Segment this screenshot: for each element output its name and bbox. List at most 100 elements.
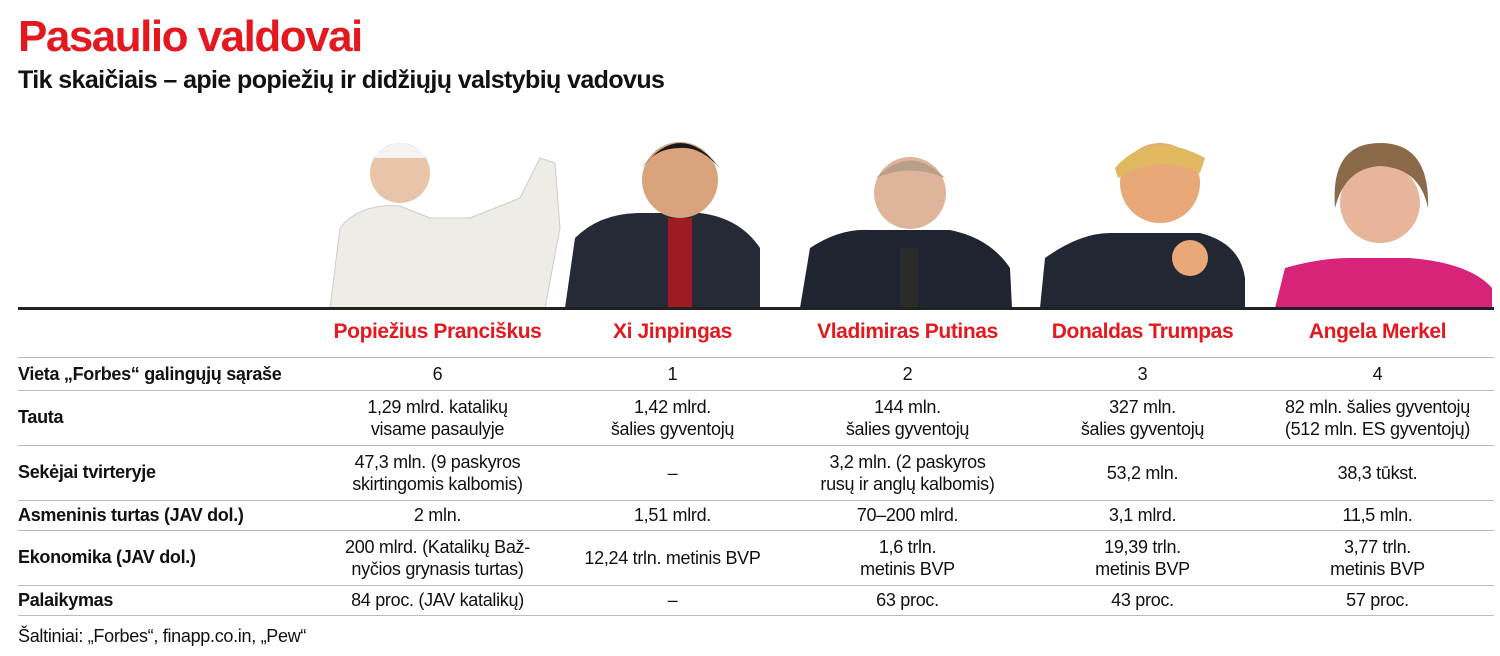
row-rule bbox=[18, 615, 1494, 616]
table-cell: 4 bbox=[1260, 358, 1495, 390]
table-cell: 200 mlrd. (Katalikų Baž-nyčios grynasis … bbox=[320, 530, 555, 585]
row-label: Tauta bbox=[18, 407, 64, 427]
table-cell: 1 bbox=[555, 358, 790, 390]
cell-line: visame pasaulyje bbox=[370, 418, 505, 439]
cell-line: 3,2 mln. (2 paskyros bbox=[829, 451, 986, 472]
column-header: Angela Merkel bbox=[1308, 320, 1447, 343]
table-cell: 11,5 mln. bbox=[1260, 500, 1495, 530]
cell-line: 327 mln. bbox=[1109, 396, 1176, 417]
cell-line: nyčios grynasis turtas) bbox=[351, 558, 524, 579]
table-cell: 82 mln. šalies gyventojų (512 mln. ES gyv… bbox=[1260, 390, 1495, 445]
cell-line: 6 bbox=[432, 364, 443, 384]
cell-line: – bbox=[667, 590, 678, 610]
table-cell: 1,6 trln. metinis BVP bbox=[790, 530, 1025, 585]
row-rule bbox=[18, 500, 1494, 501]
cell-line: 43 proc. bbox=[1111, 590, 1174, 610]
cell-line: 11,5 mln. bbox=[1342, 505, 1413, 525]
column-header: Vladimiras Putinas bbox=[817, 320, 998, 343]
row-rule bbox=[18, 357, 1494, 358]
cell-line: 38,3 tūkst. bbox=[1337, 462, 1418, 483]
cell-line: 1,42 mlrd. bbox=[633, 396, 712, 417]
cell-line: 1,51 mlrd. bbox=[633, 505, 712, 525]
row-label: Vieta „Forbes“ galingųjų sąraše bbox=[18, 363, 282, 384]
table-cell: – bbox=[555, 445, 790, 500]
cell-line: 53,2 mln. bbox=[1106, 462, 1179, 483]
cell-line: 1,29 mlrd. katalikų bbox=[367, 396, 508, 417]
subtitle: Tik skaičiais – apie popiežių ir didžiųj… bbox=[18, 66, 665, 94]
column-header: Popiežius Pranciškus bbox=[333, 320, 542, 343]
table-cell: 43 proc. bbox=[1025, 585, 1260, 615]
cell-line: skirtingomis kalbomis) bbox=[352, 473, 523, 494]
cell-line: 63 proc. bbox=[876, 590, 939, 610]
column-header: Donaldas Trumpas bbox=[1051, 320, 1234, 343]
cell-line: 1 bbox=[667, 364, 678, 384]
cell-line: 82 mln. šalies gyventojų bbox=[1285, 396, 1470, 417]
table-cell: 2 bbox=[790, 358, 1025, 390]
table-cell: 84 proc. (JAV katalikų) bbox=[320, 585, 555, 615]
photo bbox=[800, 157, 1012, 308]
cell-line: metinis BVP bbox=[1330, 558, 1425, 579]
cell-line: 200 mlrd. (Katalikų Baž- bbox=[345, 536, 530, 557]
photo bbox=[329, 143, 561, 309]
table-cell: 63 proc. bbox=[790, 585, 1025, 615]
top-rule bbox=[18, 307, 1494, 310]
source-note: Šaltiniai: „Forbes“, finapp.co.in, „Pew“ bbox=[18, 626, 307, 646]
cell-line: 70–200 mlrd. bbox=[856, 505, 959, 525]
cell-line: šalies gyventojų bbox=[845, 418, 970, 439]
table-cell: 3,1 mlrd. bbox=[1025, 500, 1260, 530]
row-label: Sekėjai tvirteryje bbox=[18, 462, 156, 482]
table-cell: 327 mln. šalies gyventojų bbox=[1025, 390, 1260, 445]
table-cell: 19,39 trln. metinis BVP bbox=[1025, 530, 1260, 585]
cell-line: 3 bbox=[1137, 364, 1148, 384]
row-rule bbox=[18, 390, 1494, 391]
table-cell: 12,24 trln. metinis BVP bbox=[555, 530, 790, 585]
row-rule bbox=[18, 585, 1494, 586]
table-cell: 3,77 trln. metinis BVP bbox=[1260, 530, 1495, 585]
cell-line: 19,39 trln. bbox=[1104, 536, 1181, 557]
table-cell: 38,3 tūkst. bbox=[1260, 445, 1495, 500]
cell-line: 1,6 trln. bbox=[878, 536, 937, 557]
row-label: Ekonomika (JAV dol.) bbox=[18, 547, 196, 567]
row-label: Asmeninis turtas (JAV dol.) bbox=[18, 504, 244, 525]
cell-line: šalies gyventojų bbox=[610, 418, 735, 439]
column-header: Xi Jinpingas bbox=[613, 320, 732, 343]
cell-line: 144 mln. bbox=[874, 396, 941, 417]
photo bbox=[565, 142, 760, 308]
photo-strip bbox=[329, 142, 1492, 309]
cell-line: 57 proc. bbox=[1346, 590, 1409, 610]
cell-line: 47,3 mln. (9 paskyros bbox=[354, 451, 521, 472]
row-rule bbox=[18, 530, 1494, 531]
cell-line: šalies gyventojų bbox=[1080, 418, 1205, 439]
cell-line: 3,77 trln. bbox=[1343, 536, 1412, 557]
table-cell: 53,2 mln. bbox=[1025, 445, 1260, 500]
cell-line: rusų ir anglų kalbomis) bbox=[820, 473, 995, 494]
table-cell: 1,29 mlrd. katalikų visame pasaulyje bbox=[320, 390, 555, 445]
table-cell: 144 mln. šalies gyventojų bbox=[790, 390, 1025, 445]
cell-line: 2 bbox=[902, 364, 913, 384]
table-cell: 57 proc. bbox=[1260, 585, 1495, 615]
table-cell: 1,51 mlrd. bbox=[555, 500, 790, 530]
cell-line: 2 mln. bbox=[413, 505, 462, 525]
photo bbox=[1275, 143, 1492, 308]
table-cell: 3,2 mln. (2 paskyros rusų ir anglų kalbom… bbox=[790, 445, 1025, 500]
table-cell: 3 bbox=[1025, 358, 1260, 390]
row-label: Palaikymas bbox=[18, 589, 114, 610]
cell-line: (512 mln. ES gyventojų) bbox=[1284, 418, 1471, 439]
table-cell: 6 bbox=[320, 358, 555, 390]
cell-line: metinis BVP bbox=[1095, 558, 1190, 579]
photo bbox=[1040, 143, 1245, 308]
cell-line: 12,24 trln. metinis BVP bbox=[584, 547, 761, 568]
cell-line: 3,1 mlrd. bbox=[1108, 505, 1177, 525]
title: Pasaulio valdovai bbox=[18, 12, 363, 61]
table-cell: 70–200 mlrd. bbox=[790, 500, 1025, 530]
cell-line: metinis BVP bbox=[860, 558, 955, 579]
row-rule bbox=[18, 445, 1494, 446]
cell-line: 4 bbox=[1372, 364, 1383, 384]
cell-line: 84 proc. (JAV katalikų) bbox=[351, 590, 524, 610]
cell-line: – bbox=[667, 462, 678, 483]
table-cell: 1,42 mlrd. šalies gyventojų bbox=[555, 390, 790, 445]
table-cell: 2 mln. bbox=[320, 500, 555, 530]
table-cell: – bbox=[555, 585, 790, 615]
table-cell: 47,3 mln. (9 paskyros skirtingomis kalbom… bbox=[320, 445, 555, 500]
